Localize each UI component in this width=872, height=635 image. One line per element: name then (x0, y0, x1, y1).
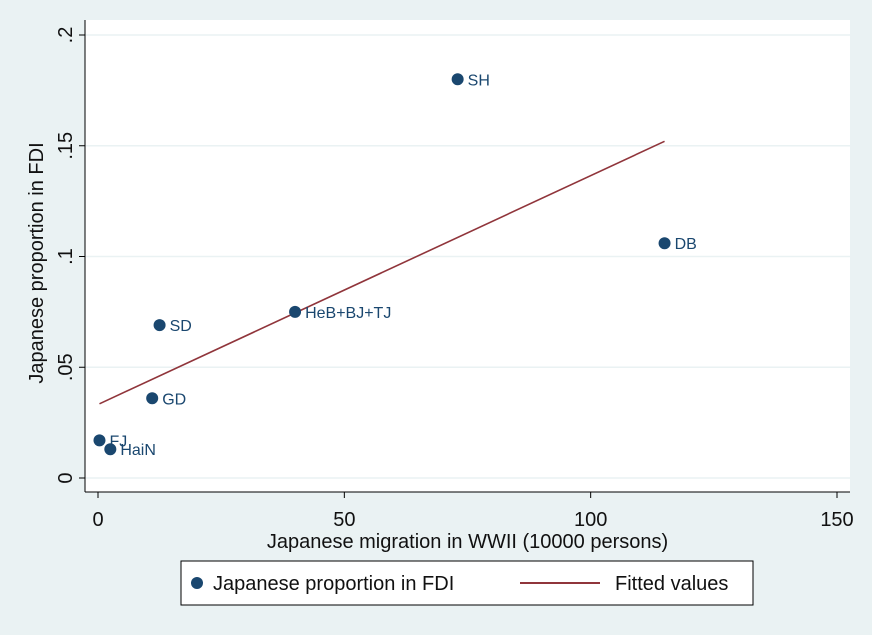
data-point-label: HeB+BJ+TJ (305, 305, 391, 322)
data-point (451, 73, 464, 86)
grid-lines (85, 34, 850, 479)
x-tick-label: 150 (820, 509, 853, 531)
axes: 0 .05 .1 .15 .2 0 50 100 150 (55, 20, 854, 531)
legend-box (180, 560, 754, 606)
y-axis-title: Japanese proportion in FDI (26, 142, 48, 383)
x-tick-label: 50 (333, 509, 355, 531)
y-tick-label: .2 (55, 27, 77, 44)
fitted-line (99, 140, 665, 405)
y-tick-label: 0 (55, 472, 77, 483)
data-point-label: SD (170, 318, 192, 335)
data-point (146, 392, 159, 405)
data-point (153, 319, 166, 332)
x-axis-title: Japanese migration in WWII (10000 person… (267, 531, 668, 553)
data-point (289, 305, 302, 318)
data-point-label: DB (675, 236, 697, 253)
y-tick-label: .1 (55, 248, 77, 265)
data-point-label: GD (162, 391, 186, 408)
x-tick-label: 0 (92, 509, 103, 531)
legend-fitted-label: Fitted values (615, 573, 728, 595)
y-tick-label: .15 (55, 132, 77, 160)
data-point (658, 237, 671, 250)
fitted-line-layer (99, 140, 665, 405)
data-point-label: SH (468, 72, 490, 89)
data-point (104, 443, 117, 456)
legend: Japanese proportion in FDI Fitted values (180, 560, 754, 606)
y-tick-label: .05 (55, 353, 77, 381)
data-point-label: HaiN (120, 442, 156, 459)
data-point (93, 434, 106, 447)
legend-scatter-label: Japanese proportion in FDI (213, 573, 454, 595)
x-tick-label: 100 (574, 509, 607, 531)
legend-scatter-marker (191, 577, 203, 589)
